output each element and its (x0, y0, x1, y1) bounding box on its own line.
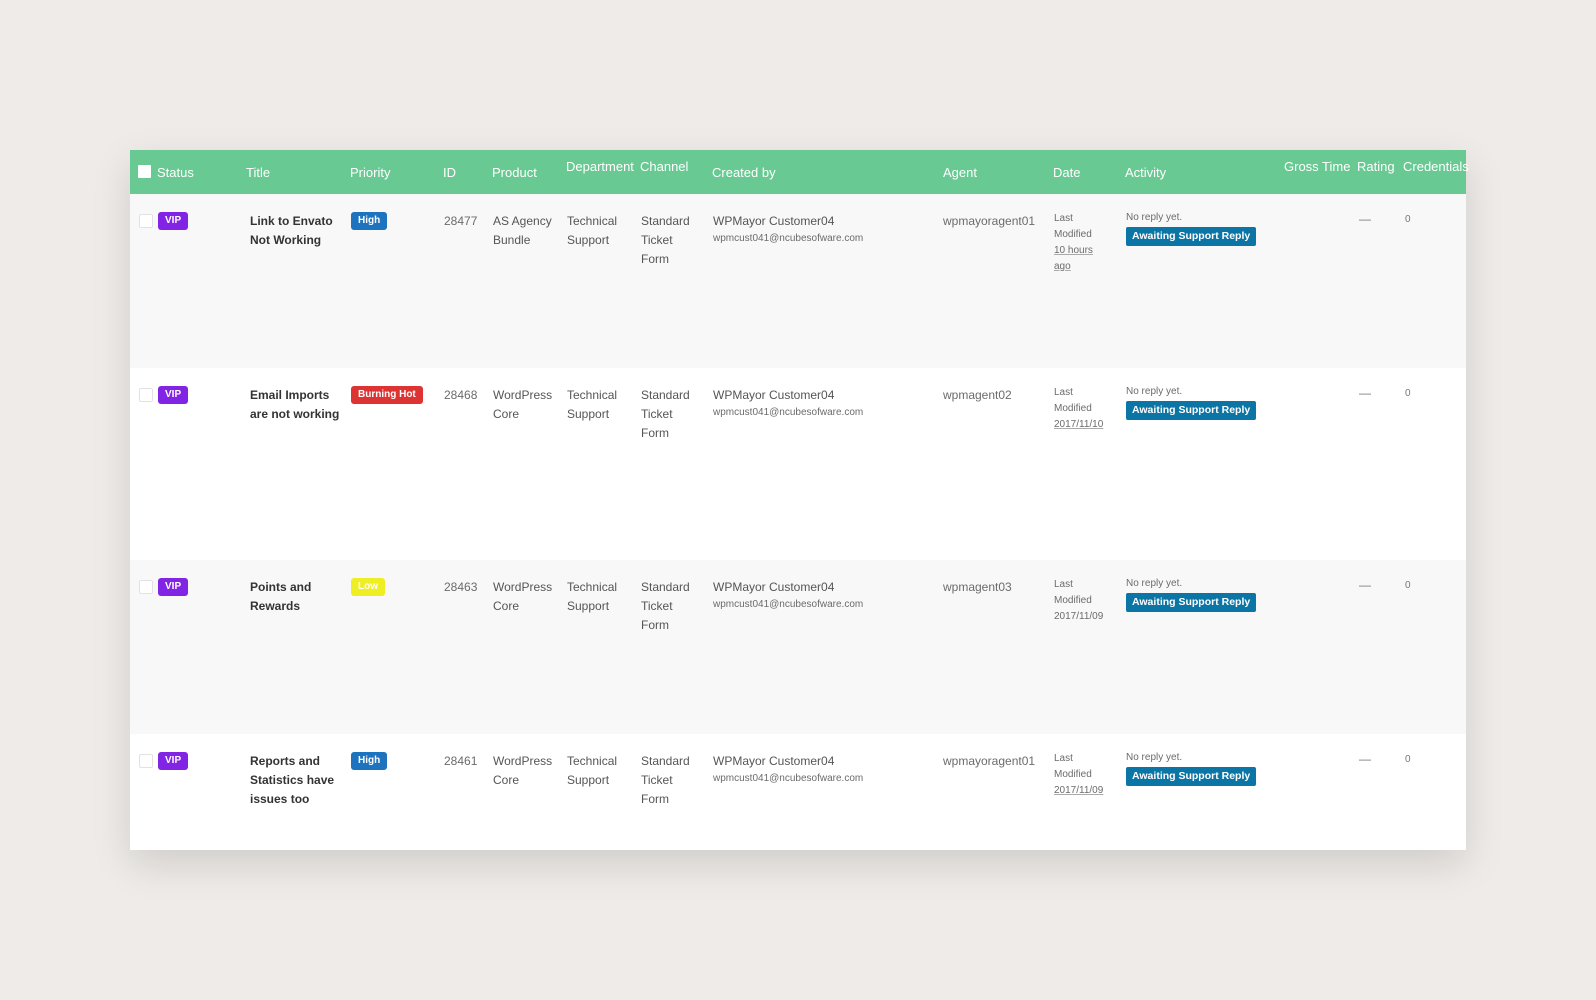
column-header-created-by[interactable]: Created by (712, 165, 776, 180)
column-header-gross-time[interactable]: Gross Time (1284, 159, 1351, 174)
activity-text: No reply yet. (1126, 578, 1183, 589)
activity-badge: Awaiting Support Reply (1126, 401, 1257, 420)
row-checkbox[interactable] (139, 214, 153, 228)
credentials-count: 0 (1405, 580, 1411, 591)
date-label: Last Modified (1054, 579, 1092, 606)
agent[interactable]: wpmagent02 (943, 388, 1012, 402)
creator-name[interactable]: WPMayor Customer04 (713, 580, 835, 594)
creator-name[interactable]: WPMayor Customer04 (713, 388, 835, 402)
agent[interactable]: wpmagent03 (943, 580, 1012, 594)
creator-email[interactable]: wpmcust041@ncubesofware.com (713, 599, 864, 610)
date-value: 2017/11/10 (1054, 419, 1104, 430)
activity: No reply yet. Awaiting Support Reply (1126, 210, 1276, 250)
creator-name[interactable]: WPMayor Customer04 (713, 214, 835, 228)
date-label: Last Modified (1054, 753, 1092, 780)
activity: No reply yet. Awaiting Support Reply (1126, 576, 1276, 616)
product: AS Agency Bundle (493, 214, 552, 247)
ticket-id: 28461 (444, 754, 478, 768)
priority-badge: Burning Hot (351, 386, 423, 404)
status-badge: VIP (158, 752, 189, 770)
channel: Standard Ticket Form (641, 388, 690, 440)
activity: No reply yet. Awaiting Support Reply (1126, 384, 1276, 424)
priority-badge: Low (351, 578, 385, 596)
channel: Standard Ticket Form (641, 580, 690, 632)
column-header-status[interactable]: Status (157, 165, 194, 180)
rating: — (1359, 386, 1371, 400)
activity-text: No reply yet. (1126, 386, 1183, 397)
department: Technical Support (567, 388, 618, 421)
status-badge: VIP (158, 386, 189, 404)
agent[interactable]: wpmayoragent01 (943, 754, 1036, 768)
table-header: Status Title Priority ID Product Departm… (130, 150, 1469, 194)
column-header-rating[interactable]: Rating (1357, 159, 1395, 174)
activity-badge: Awaiting Support Reply (1126, 227, 1257, 246)
date-value: 2017/11/09 (1054, 785, 1104, 796)
creator-email[interactable]: wpmcust041@ncubesofware.com (713, 233, 864, 244)
status-badge: VIP (158, 212, 189, 230)
column-header-department[interactable]: Department (566, 159, 634, 174)
table-row[interactable]: VIP Reports and Statistics have issues t… (130, 734, 1466, 850)
ticket-id: 28463 (444, 580, 478, 594)
department: Technical Support (567, 754, 618, 787)
row-checkbox[interactable] (139, 388, 153, 402)
ticket-title-link[interactable]: Email Imports are not working (250, 388, 340, 421)
creator-name[interactable]: WPMayor Customer04 (713, 754, 835, 768)
column-header-channel[interactable]: Channel (640, 159, 689, 174)
table-row[interactable]: VIP Email Imports are not working Burnin… (130, 368, 1466, 560)
creator-email[interactable]: wpmcust041@ncubesofware.com (713, 407, 864, 418)
activity-badge: Awaiting Support Reply (1126, 593, 1257, 612)
channel: Standard Ticket Form (641, 754, 690, 806)
row-checkbox[interactable] (139, 580, 153, 594)
activity-text: No reply yet. (1126, 752, 1183, 763)
activity-badge: Awaiting Support Reply (1126, 767, 1257, 786)
activity-text: No reply yet. (1126, 212, 1183, 223)
column-header-credentials[interactable]: Credentials (1403, 159, 1469, 174)
column-header-product[interactable]: Product (492, 165, 537, 180)
department: Technical Support (567, 214, 618, 247)
column-header-date[interactable]: Date (1053, 165, 1081, 180)
department: Technical Support (567, 580, 618, 613)
ticket-id: 28477 (444, 214, 478, 228)
table-row[interactable]: VIP Points and Rewards Low 28463 WordPre… (130, 560, 1466, 734)
credentials-count: 0 (1405, 214, 1411, 225)
ticket-id: 28468 (444, 388, 478, 402)
creator-email[interactable]: wpmcust041@ncubesofware.com (713, 773, 864, 784)
column-header-agent[interactable]: Agent (943, 165, 977, 180)
date-label: Last Modified (1054, 387, 1092, 414)
column-header-id[interactable]: ID (443, 165, 456, 180)
rating: — (1359, 212, 1371, 226)
date-label: Last Modified (1054, 213, 1092, 240)
column-header-title[interactable]: Title (246, 165, 271, 180)
ticket-title-link[interactable]: Link to Envato Not Working (250, 214, 333, 247)
product: WordPress Core (493, 580, 553, 613)
channel: Standard Ticket Form (641, 214, 690, 266)
priority-badge: High (351, 212, 388, 230)
table-row[interactable]: VIP Link to Envato Not Working High 2847… (130, 194, 1466, 368)
column-header-activity[interactable]: Activity (1125, 165, 1167, 180)
row-checkbox[interactable] (139, 754, 153, 768)
priority-badge: High (351, 752, 388, 770)
date-value: 2017/11/09 (1054, 611, 1104, 622)
select-all-checkbox[interactable] (138, 165, 151, 178)
rating: — (1359, 578, 1371, 592)
product: WordPress Core (493, 388, 553, 421)
rating: — (1359, 752, 1371, 766)
tickets-table: Status Title Priority ID Product Departm… (130, 150, 1469, 850)
date-value: 10 hours ago (1054, 245, 1093, 272)
column-header-priority[interactable]: Priority (350, 165, 391, 180)
ticket-title-link[interactable]: Points and Rewards (250, 580, 312, 613)
credentials-count: 0 (1405, 388, 1411, 399)
product: WordPress Core (493, 754, 553, 787)
status-badge: VIP (158, 578, 189, 596)
agent[interactable]: wpmayoragent01 (943, 214, 1036, 228)
credentials-count: 0 (1405, 754, 1411, 765)
activity: No reply yet. Awaiting Support Reply (1126, 750, 1276, 790)
ticket-title-link[interactable]: Reports and Statistics have issues too (250, 754, 335, 806)
